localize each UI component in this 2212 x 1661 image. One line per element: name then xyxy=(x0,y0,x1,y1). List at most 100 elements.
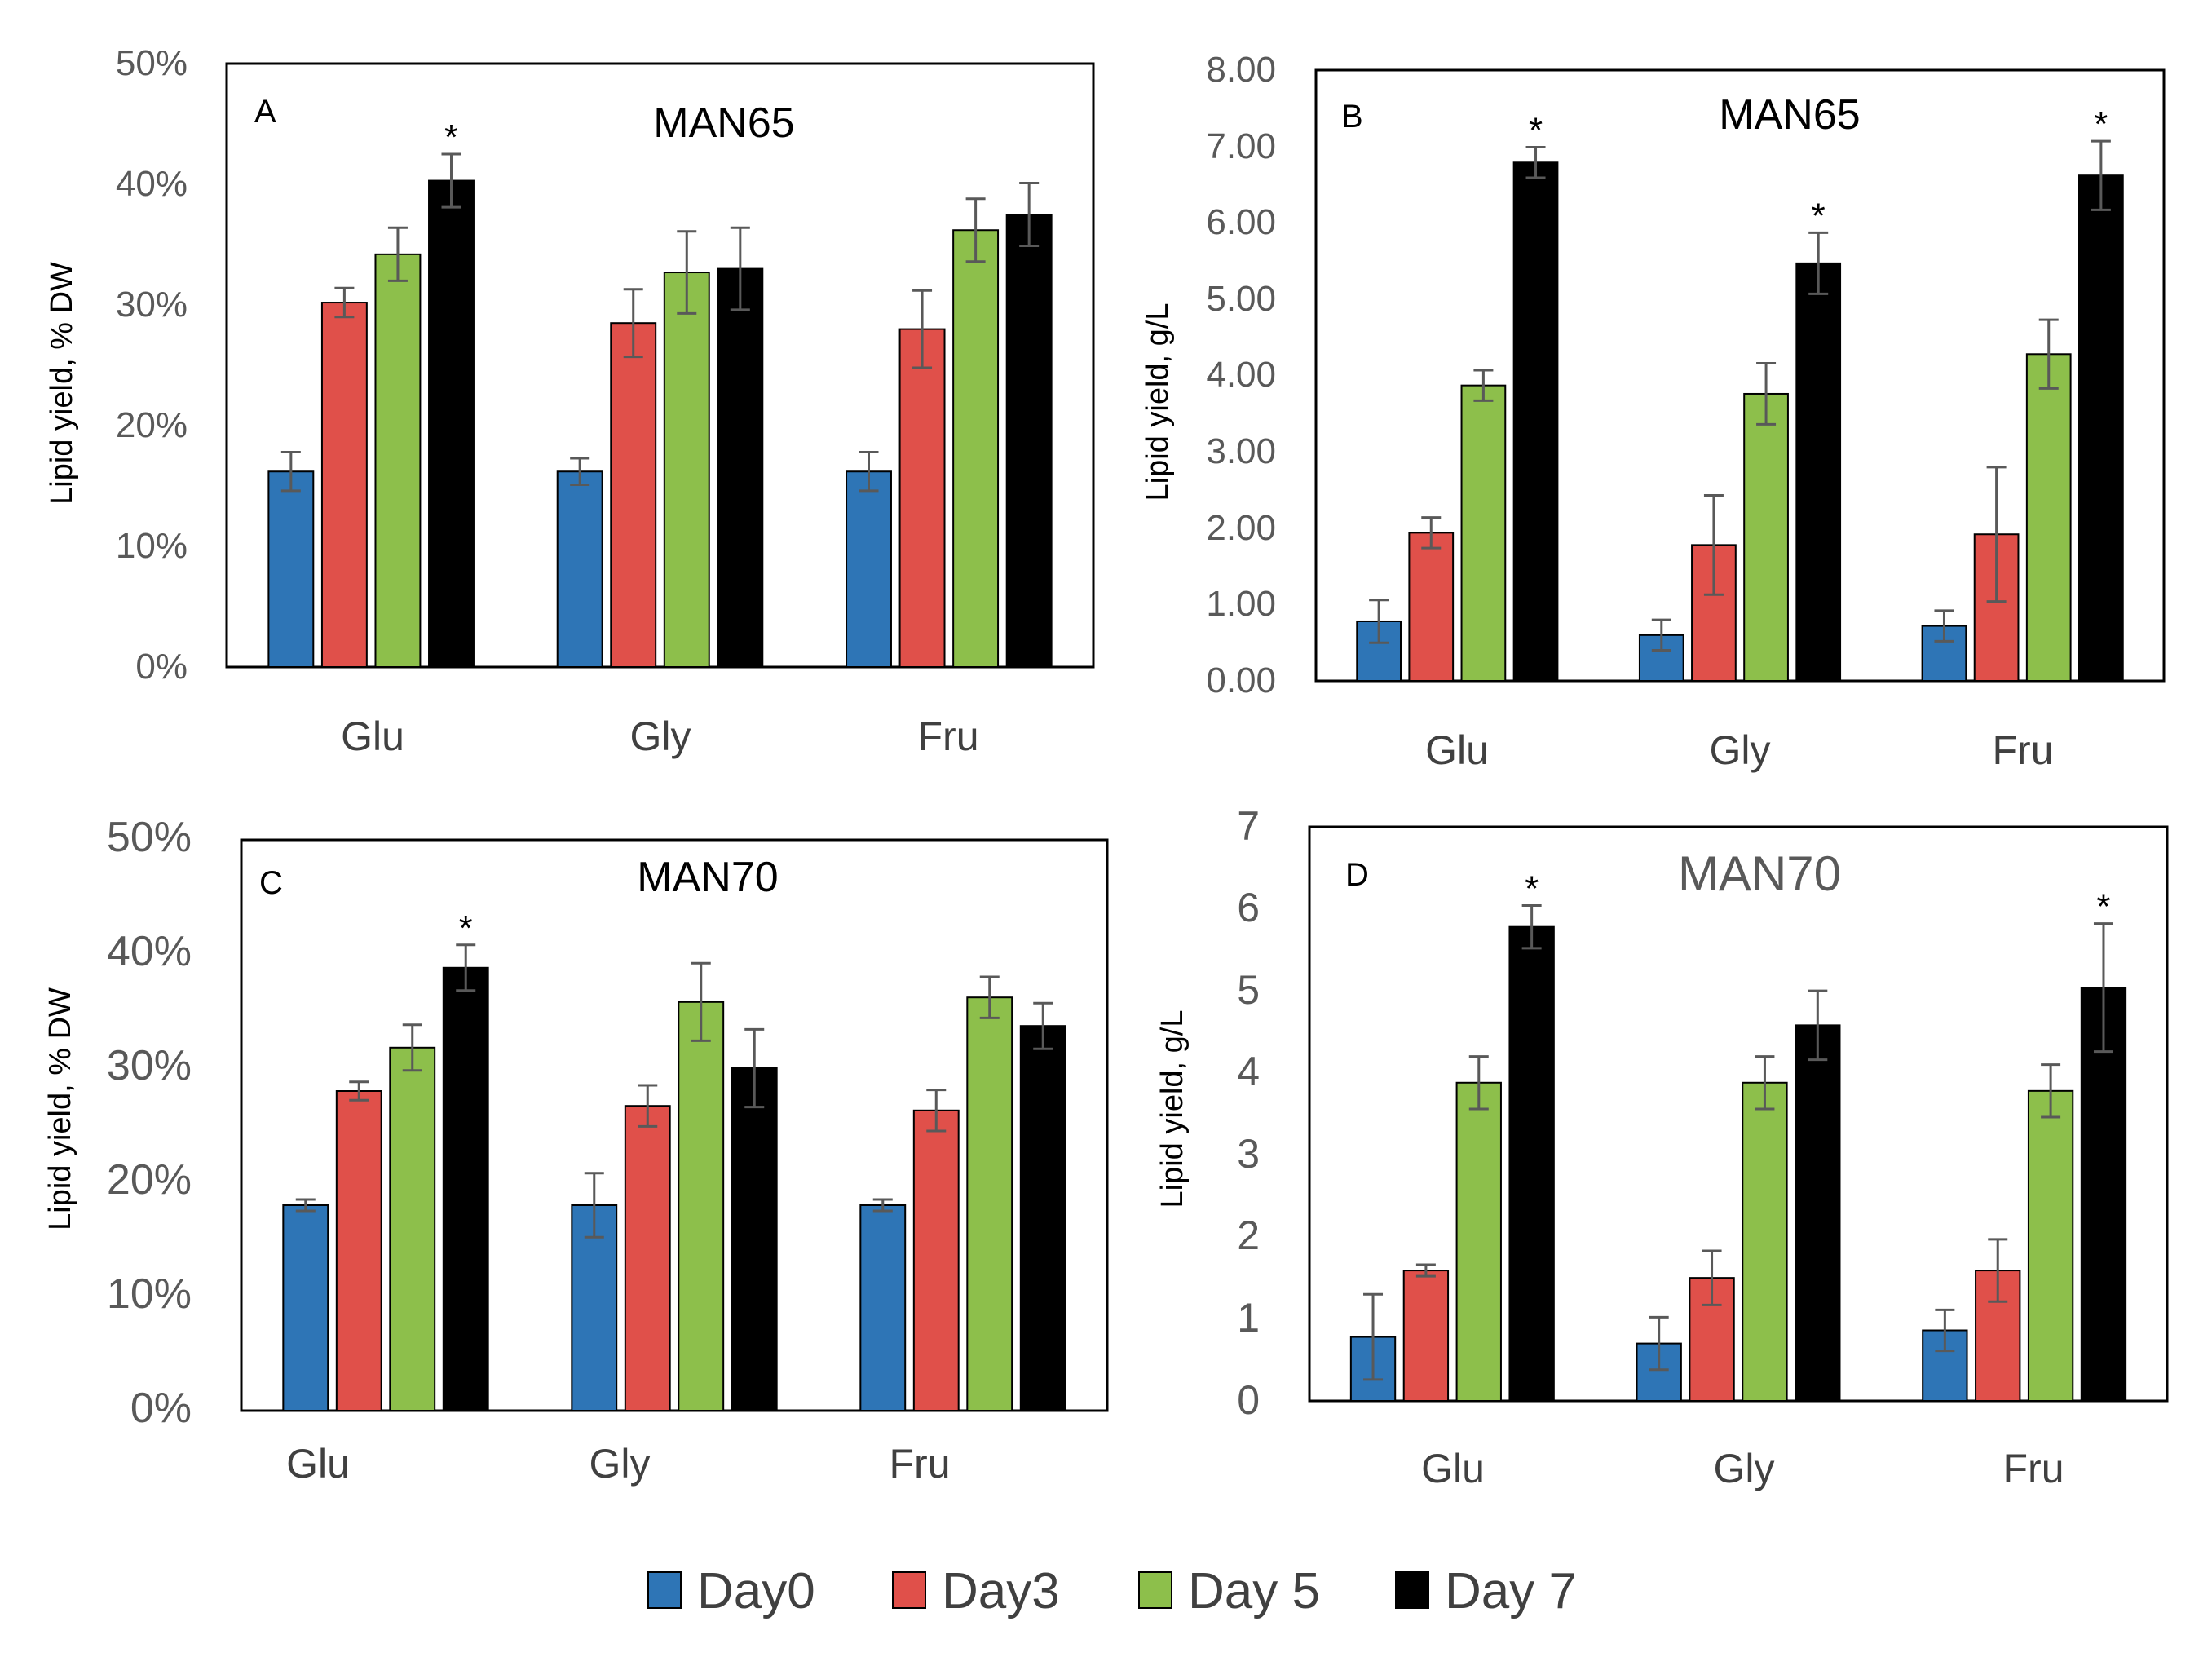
panel-c-y-tick: 10% xyxy=(107,1270,192,1318)
panel-b-y-tick: 8.00 xyxy=(1206,50,1276,90)
bar-day3 xyxy=(1402,1270,1450,1402)
bar-day7 xyxy=(2078,174,2124,682)
panel-d-y-tick: 7 xyxy=(1237,803,1260,849)
bar-day5 xyxy=(1743,392,1789,682)
bar-day7 xyxy=(731,1067,778,1411)
significance-star: * xyxy=(1525,869,1539,909)
panel-a-y-tick: 20% xyxy=(116,405,188,445)
panel-a-marks: * xyxy=(267,117,1053,668)
bar-day7 xyxy=(1795,262,1842,682)
bar-day5 xyxy=(1455,1081,1502,1402)
bar-day7 xyxy=(1508,925,1555,1402)
panel-d-y-tick: 5 xyxy=(1237,967,1260,1013)
panel-a-y-axis-label: Lipid yield, % DW xyxy=(45,262,79,505)
panel-d-y-tick: 1 xyxy=(1237,1295,1260,1341)
bar-day5 xyxy=(389,1046,436,1412)
significance-star: * xyxy=(1529,111,1543,151)
panel-a-category-label: Gly xyxy=(630,713,691,759)
bar-day0 xyxy=(267,470,315,668)
legend-label-day7: Day 7 xyxy=(1445,1563,1577,1619)
bar-day7 xyxy=(2080,987,2127,1402)
panel-d-plot-frame xyxy=(1308,825,2169,1403)
panel-a-label: A xyxy=(254,94,276,130)
bar-day7 xyxy=(442,966,489,1412)
bar-day5 xyxy=(2027,1089,2074,1402)
panel-b-y-tick: 5.00 xyxy=(1206,279,1276,319)
significance-star: * xyxy=(2096,887,2110,927)
panel-c-y-tick: 30% xyxy=(107,1042,192,1089)
panel-a-y-tick: 30% xyxy=(116,285,188,325)
legend-swatch-day5 xyxy=(1138,1571,1172,1609)
bar-day3 xyxy=(1408,532,1455,682)
panel-d-y-tick: 6 xyxy=(1237,885,1260,930)
panel-d-y-tick: 0 xyxy=(1237,1377,1260,1423)
panel-a-y-tick: 0% xyxy=(135,647,188,687)
panel-c-title: MAN70 xyxy=(637,854,778,901)
panel-a-category-label: Fru xyxy=(918,713,979,759)
panel-b-label: B xyxy=(1341,99,1363,135)
panel-c-plot-frame xyxy=(240,838,1109,1412)
bar-day5 xyxy=(1742,1081,1788,1402)
bar-day0 xyxy=(556,470,603,668)
legend-swatch-day0 xyxy=(647,1571,682,1609)
panel-b-category-label: Fru xyxy=(1993,727,2054,773)
legend-label-day3: Day3 xyxy=(942,1563,1060,1619)
panel-c-label: C xyxy=(259,865,283,901)
legend-swatch-day3 xyxy=(892,1571,926,1609)
bar-day7 xyxy=(1019,1025,1066,1411)
panel-c: C MAN70 Lipid yield, % DW 0% 10% 20% 30%… xyxy=(43,814,1109,1487)
bar-day5 xyxy=(678,1001,725,1412)
bar-day0 xyxy=(846,470,892,668)
bar-day3 xyxy=(912,1109,960,1412)
panel-b-y-tick: 1.00 xyxy=(1206,584,1276,624)
panel-d-category-label: Fru xyxy=(2003,1446,2064,1491)
panel-c-category-label: Gly xyxy=(589,1441,651,1487)
legend: Day0 Day3 Day 5 Day 7 xyxy=(647,1563,1577,1619)
bar-day7 xyxy=(1512,161,1559,682)
panel-c-y-tick: 40% xyxy=(107,928,192,975)
panel-d: D MAN70 Lipid yield, g/L 0 1 2 3 4 5 6 7… xyxy=(1155,803,2169,1491)
bar-day0 xyxy=(859,1204,907,1411)
bar-day5 xyxy=(952,229,1000,668)
panel-a: A MAN65 Lipid yield, % DW 0% 10% 20% 30%… xyxy=(45,43,1095,759)
bar-day5 xyxy=(663,272,710,668)
legend-swatch-day7 xyxy=(1395,1571,1429,1609)
panel-b-category-label: Gly xyxy=(1710,727,1771,773)
legend-label-day0: Day0 xyxy=(697,1563,815,1619)
bar-day5 xyxy=(966,996,1013,1411)
panel-a-y-tick: 40% xyxy=(116,164,188,204)
bar-day3 xyxy=(320,302,368,668)
bar-day3 xyxy=(898,328,946,668)
panel-a-category-label: Glu xyxy=(341,713,404,759)
panel-d-label: D xyxy=(1345,857,1369,893)
panel-d-y-tick: 4 xyxy=(1237,1049,1260,1094)
panel-b-y-tick: 7.00 xyxy=(1206,126,1276,166)
bar-day7 xyxy=(717,267,764,668)
panel-a-y-tick: 50% xyxy=(116,43,188,83)
panel-a-plot-frame xyxy=(225,62,1095,669)
panel-b-y-tick: 4.00 xyxy=(1206,355,1276,395)
bar-day7 xyxy=(1005,214,1053,668)
panel-b-y-tick: 0.00 xyxy=(1206,660,1276,700)
panel-c-y-axis-label: Lipid yield, % DW xyxy=(43,987,77,1230)
panel-c-category-label: Fru xyxy=(890,1441,951,1487)
bar-day5 xyxy=(374,253,422,668)
panel-b-y-tick: 3.00 xyxy=(1206,431,1276,471)
panel-b-y-tick: 2.00 xyxy=(1206,508,1276,548)
significance-star: * xyxy=(444,117,458,157)
panel-d-y-axis-label: Lipid yield, g/L xyxy=(1155,1010,1190,1208)
panel-b-y-tick: 6.00 xyxy=(1206,202,1276,242)
panel-b-title: MAN65 xyxy=(1719,91,1860,139)
panel-d-marks: * * xyxy=(1349,869,2127,1403)
panel-c-marks: * xyxy=(282,908,1066,1412)
panel-b: B MAN65 Lipid yield, g/L 0.00 1.00 2.00 … xyxy=(1141,50,2166,773)
panel-d-y-tick: 3 xyxy=(1237,1131,1260,1177)
panel-c-y-tick: 50% xyxy=(107,814,192,861)
panel-c-y-tick: 20% xyxy=(107,1156,192,1204)
bar-day3 xyxy=(610,322,657,668)
bar-day5 xyxy=(2025,353,2072,682)
significance-star: * xyxy=(2094,104,2108,144)
panel-a-y-tick: 10% xyxy=(116,526,188,566)
panel-c-y-tick: 0% xyxy=(130,1385,192,1432)
